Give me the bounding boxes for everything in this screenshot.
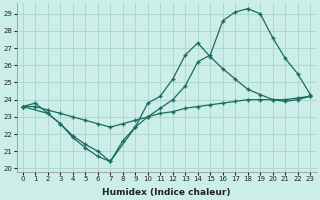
- X-axis label: Humidex (Indice chaleur): Humidex (Indice chaleur): [102, 188, 231, 197]
